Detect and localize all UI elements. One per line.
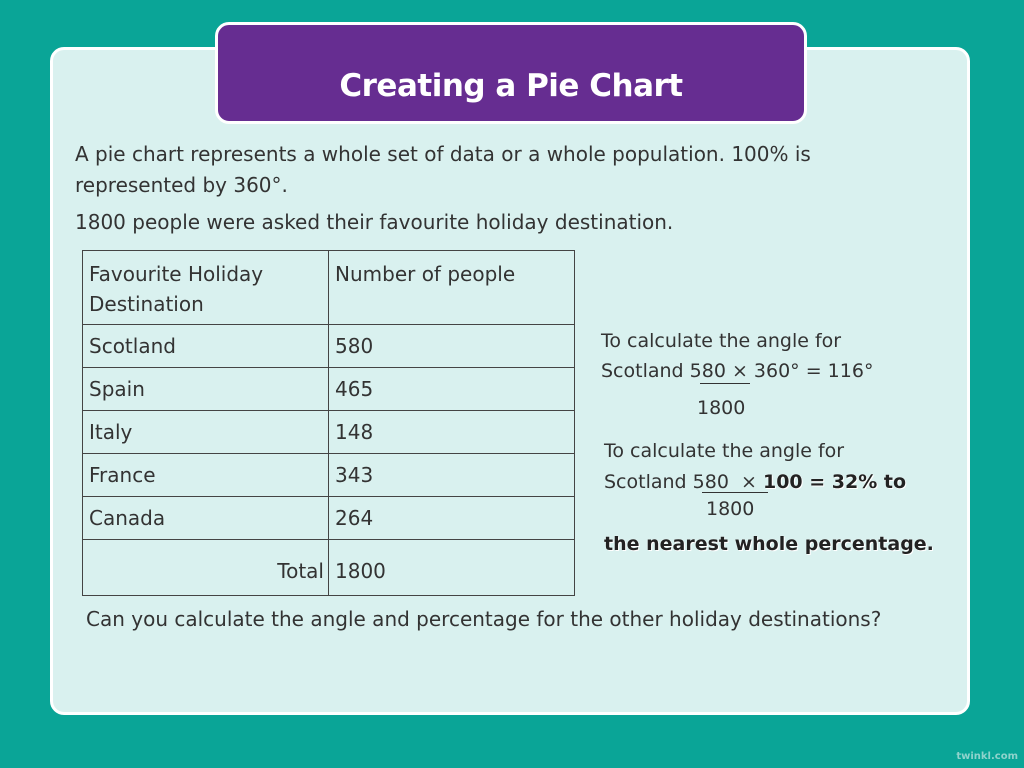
table-row: Italy 148 (82, 410, 575, 454)
cell-people: 465 (328, 367, 575, 411)
cell-destination: Italy (82, 410, 329, 454)
intro-text: A pie chart represents a whole set of da… (75, 139, 895, 201)
cell-people: 264 (328, 496, 575, 540)
table-total-row: Total 1800 (82, 539, 575, 596)
table-header-row: Favourite Holiday Destination Number of … (82, 250, 575, 325)
cell-people: 343 (328, 453, 575, 497)
title-banner: Creating a Pie Chart (215, 22, 807, 124)
cell-destination: Spain (82, 367, 329, 411)
percent-calc-numerator: 580 (692, 471, 729, 493)
table-row: Canada 264 (82, 496, 575, 540)
question-text: Can you calculate the angle and percenta… (86, 607, 882, 631)
percent-calc-line-3: the nearest whole percentage. (604, 533, 934, 555)
table-row: France 343 (82, 453, 575, 497)
angle-fraction-line (700, 383, 750, 384)
total-value: 1800 (328, 539, 575, 596)
percent-calc-prefix: Scotland (604, 471, 693, 493)
percent-calc-denominator: 1800 (706, 498, 755, 520)
header-destination-line-2: Destination (89, 292, 204, 316)
percent-calc-line-1: To calculate the angle for (604, 440, 845, 462)
header-people: Number of people (328, 250, 575, 325)
cell-destination: France (82, 453, 329, 497)
survey-text: 1800 people were asked their favourite h… (75, 210, 674, 234)
table-row: Spain 465 (82, 367, 575, 411)
header-destination-line-1: Favourite Holiday (89, 262, 264, 286)
percent-calc-rest: 100 = 32% to (762, 471, 907, 493)
angle-calc-denominator: 1800 (697, 397, 746, 419)
header-destination: Favourite Holiday Destination (82, 250, 329, 325)
angle-calc-prefix: Scotland (601, 360, 690, 382)
holiday-table: Favourite Holiday Destination Number of … (82, 250, 575, 596)
intro-line-2: represented by 360°. (75, 173, 288, 197)
table-row: Scotland 580 (82, 324, 575, 368)
cell-people: 580 (328, 324, 575, 368)
percent-fraction-line (702, 492, 768, 493)
cell-destination: Canada (82, 496, 329, 540)
angle-calc-numerator: 580 (689, 360, 726, 382)
angle-calc-rest: × 360° = 116° (725, 360, 874, 382)
cell-destination: Scotland (82, 324, 329, 368)
percent-calc-line-2: Scotland 580 × 100 = 32% to (604, 467, 906, 497)
cell-people: 148 (328, 410, 575, 454)
page-title: Creating a Pie Chart (339, 68, 683, 104)
angle-calc-line-2: Scotland 580 × 360° = 116° (601, 356, 873, 386)
intro-line-1: A pie chart represents a whole set of da… (75, 142, 811, 166)
total-label: Total (82, 539, 329, 596)
percent-calc-times: × (728, 471, 763, 493)
angle-calc-line-1: To calculate the angle for (601, 330, 842, 352)
credit-text: twinkl.com (956, 751, 1018, 762)
